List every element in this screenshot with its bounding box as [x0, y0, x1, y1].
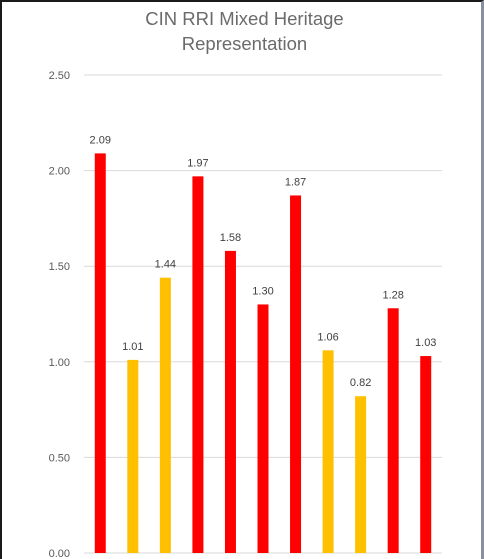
bar: [192, 176, 204, 553]
bar-value-label: 2.09: [90, 134, 111, 146]
y-tick-label: 1.00: [49, 357, 70, 369]
bar-value-label: 0.82: [350, 377, 371, 389]
bar-value-label: 1.03: [415, 337, 436, 349]
bar: [257, 304, 269, 553]
y-tick-label: 0.00: [49, 548, 70, 559]
bar: [159, 277, 171, 553]
bar: [224, 250, 236, 554]
bar: [322, 350, 334, 553]
y-tick-label: 2.00: [49, 166, 70, 178]
y-tick-label: 0.50: [49, 452, 70, 464]
bar: [94, 153, 106, 553]
bar-value-label: 1.87: [285, 176, 306, 188]
chart-title: CIN RRI Mixed Heritage Representation: [52, 6, 437, 56]
bar: [290, 195, 302, 553]
bar-value-label: 1.01: [122, 341, 143, 353]
bar-value-label: 1.30: [252, 285, 273, 297]
bar-value-label: 1.97: [187, 157, 208, 169]
bar-value-label: 1.06: [317, 331, 338, 343]
bar-value-label: 1.28: [382, 289, 403, 301]
chart-title-line-2: Representation: [181, 33, 308, 54]
y-tick-label: 1.50: [49, 261, 70, 273]
bar: [420, 356, 432, 553]
chart-title-line-1: CIN RRI Mixed Heritage: [145, 8, 344, 29]
bar-value-label: 1.44: [155, 259, 176, 271]
bar: [127, 359, 139, 553]
bar: [355, 396, 367, 553]
y-tick-label: 2.50: [49, 70, 70, 82]
bar-value-label: 1.58: [220, 232, 241, 244]
bar: [387, 308, 399, 553]
